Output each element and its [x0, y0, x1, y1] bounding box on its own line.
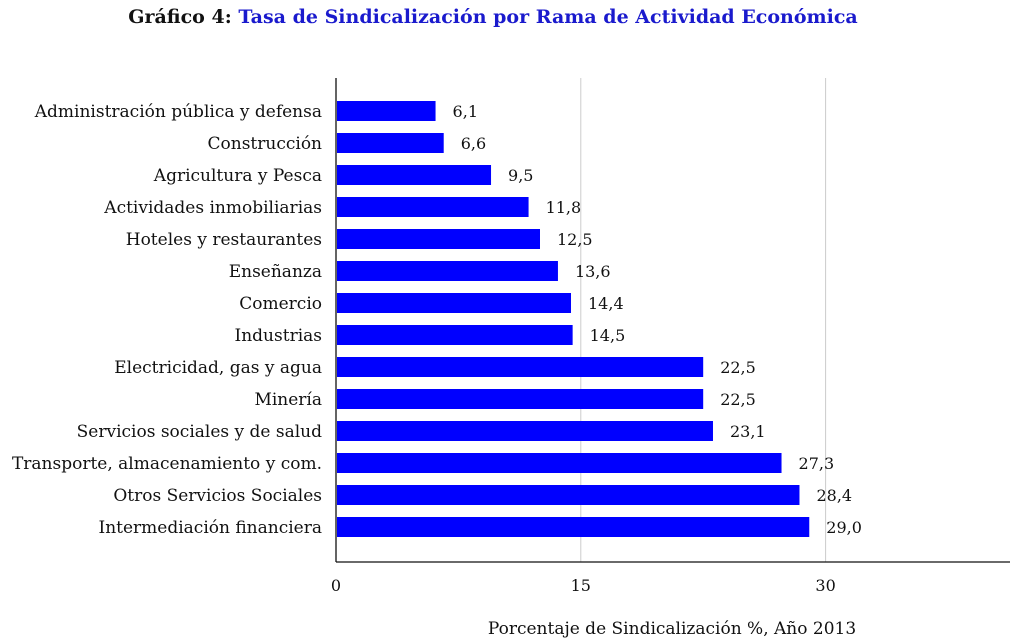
- bar: [337, 293, 572, 313]
- value-label: 11,8: [546, 198, 582, 217]
- bars: [337, 101, 810, 537]
- category-label: Agricultura y Pesca: [153, 166, 322, 186]
- category-label: Transporte, almacenamiento y com.: [12, 454, 322, 474]
- value-label: 9,5: [508, 166, 533, 185]
- value-label: 27,3: [799, 454, 835, 473]
- category-label: Hoteles y restaurantes: [126, 230, 322, 250]
- grid-lines: [580, 78, 827, 562]
- bar: [337, 165, 492, 185]
- category-label: Otros Servicios Sociales: [113, 486, 322, 506]
- chart-title-prefix: Gráfico 4:: [128, 6, 232, 28]
- value-label: 6,6: [461, 134, 486, 153]
- value-label: 23,1: [730, 422, 766, 441]
- bar: [337, 229, 540, 249]
- x-tick-label: 15: [571, 576, 591, 595]
- x-tick-label: 0: [331, 576, 341, 595]
- category-label: Comercio: [239, 294, 322, 314]
- category-labels: Administración pública y defensa Construc…: [12, 102, 322, 538]
- chart-title-text: Tasa de Sindicalización por Rama de Acti…: [238, 6, 858, 28]
- value-label: 13,6: [575, 262, 611, 281]
- value-label: 14,5: [590, 326, 626, 345]
- category-label: Industrias: [235, 326, 322, 346]
- bar: [337, 101, 436, 121]
- value-label: 28,4: [816, 486, 852, 505]
- category-label: Minería: [254, 390, 322, 410]
- chart-title: Gráfico 4: Tasa de Sindicalización por R…: [0, 6, 986, 28]
- axes: [335, 78, 1010, 563]
- category-label: Electricidad, gas y agua: [114, 358, 322, 378]
- value-label: 22,5: [720, 390, 756, 409]
- bar: [337, 261, 558, 281]
- bar: [337, 389, 704, 409]
- value-label: 29,0: [826, 518, 862, 537]
- category-label: Administración pública y defensa: [34, 102, 322, 122]
- bar: [337, 133, 444, 153]
- value-label: 12,5: [557, 230, 593, 249]
- bar: [337, 325, 573, 345]
- x-tick-label: 30: [815, 576, 835, 595]
- x-tick-labels: 0 15 30: [331, 576, 836, 595]
- category-label: Actividades inmobiliarias: [103, 198, 322, 218]
- bar: [337, 197, 529, 217]
- bar: [337, 517, 810, 537]
- value-label: 6,1: [453, 102, 478, 121]
- value-label: 14,4: [588, 294, 624, 313]
- value-labels: 6,1 6,6 9,5 11,8 12,5 13,6 14,4 14,5 22,5 22,5 23,…: [453, 102, 862, 537]
- bar: [337, 485, 800, 505]
- bar: [337, 453, 782, 473]
- category-label: Servicios sociales y de salud: [77, 422, 322, 442]
- bar: [337, 357, 704, 377]
- x-axis-title: Porcentaje de Sindicalización %, Año 201…: [488, 619, 856, 639]
- value-label: 22,5: [720, 358, 756, 377]
- category-label: Construcción: [208, 134, 323, 154]
- bar: [337, 421, 713, 441]
- category-label: Enseñanza: [229, 262, 322, 282]
- category-label: Intermediación financiera: [98, 518, 322, 538]
